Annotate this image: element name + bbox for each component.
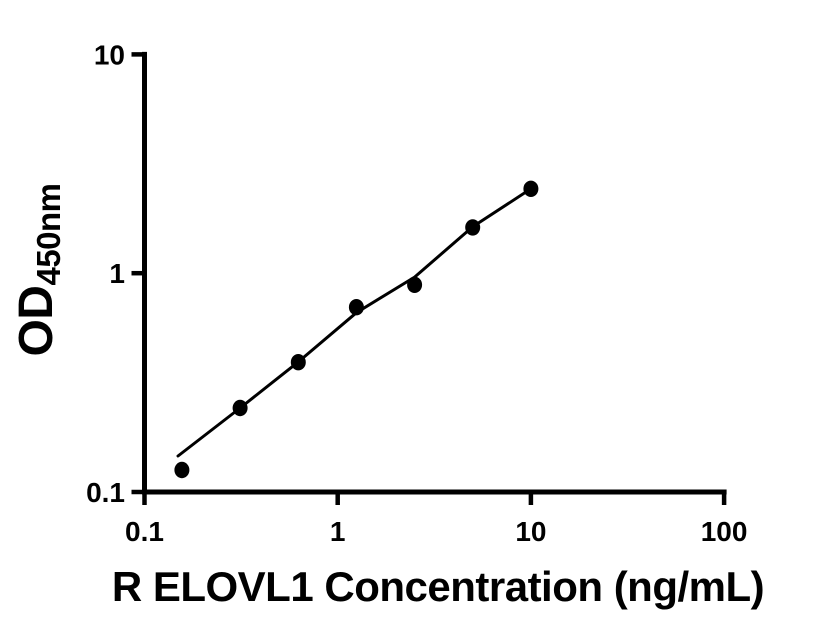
- x-tick-label: 100: [701, 516, 748, 547]
- data-point: [348, 299, 364, 316]
- data-point: [290, 354, 306, 371]
- x-axis-title: R ELOVL1 Concentration (ng/mL): [112, 563, 764, 610]
- data-point: [174, 461, 190, 479]
- y-axis-title-main: OD: [10, 286, 63, 357]
- x-tick-label: 1: [330, 516, 346, 547]
- y-axis-title-subscript: 450nm: [30, 183, 67, 285]
- y-tick-label: 1: [109, 258, 125, 289]
- x-tick-label: 10: [515, 516, 546, 547]
- axes-group: [142, 51, 727, 495]
- data-points-group: [174, 180, 539, 479]
- y-axis-title: OD450nm: [10, 183, 67, 356]
- y-tick-label: 10: [94, 39, 125, 70]
- x-tick-label: 0.1: [125, 516, 164, 547]
- ticks-group: 0.1 1 10 0.1 1 10 100: [86, 39, 747, 547]
- data-point: [232, 399, 248, 417]
- data-point: [523, 180, 539, 197]
- data-point: [465, 219, 481, 236]
- y-tick-label: 0.1: [86, 477, 125, 508]
- data-point: [407, 276, 423, 293]
